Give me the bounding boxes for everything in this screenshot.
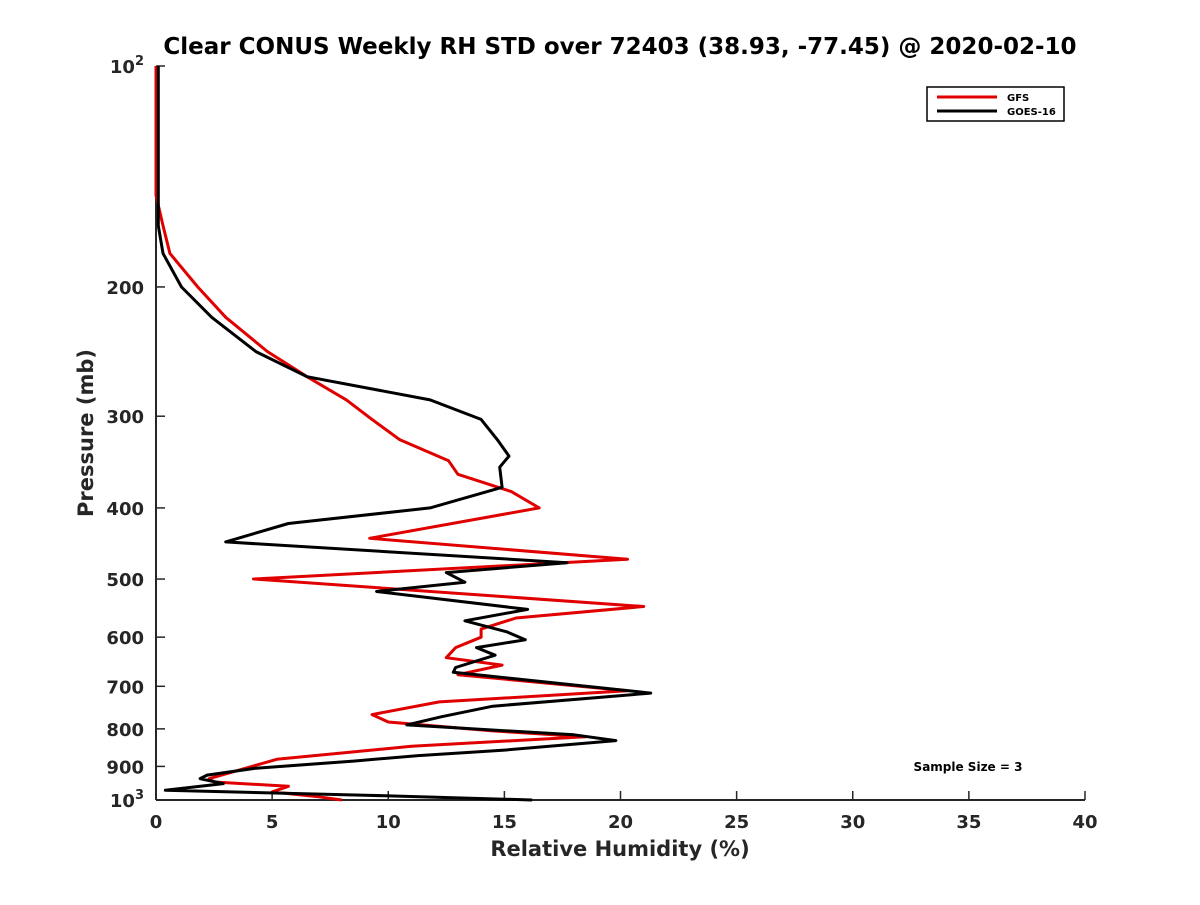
y-tick-label: 103: [110, 788, 144, 812]
y-tick-label: 500: [106, 570, 144, 591]
x-tick-label: 25: [724, 812, 749, 833]
x-tick-label: 20: [608, 812, 633, 833]
x-tick-label: 35: [956, 812, 981, 833]
y-tick-label: 200: [106, 278, 144, 299]
sample-size-annotation: Sample Size = 3: [914, 760, 1023, 774]
x-tick-label: 40: [1072, 812, 1097, 833]
chart-title: Clear CONUS Weekly RH STD over 72403 (38…: [163, 34, 1076, 60]
y-tick-label: 700: [106, 677, 144, 698]
axes: 0 5 10 15 20 25 30 35 40 102 200 300 400 500 600 700 800…: [106, 54, 1097, 833]
y-tick-label: 800: [106, 720, 144, 741]
y-tick-label: 300: [106, 407, 144, 428]
series-lines: [154, 66, 653, 802]
series-line-gfs: [154, 66, 646, 802]
x-tick-label: 0: [150, 812, 163, 833]
x-tick-label: 10: [376, 812, 401, 833]
x-axis-title: Relative Humidity (%): [490, 837, 749, 861]
y-axis-title: Pressure (mb): [74, 349, 98, 517]
y-tick-label: 600: [106, 628, 144, 649]
x-tick-label: 5: [266, 812, 279, 833]
legend-box: [926, 86, 1065, 122]
x-tick-label: 15: [492, 812, 517, 833]
y-tick-label: 900: [106, 757, 144, 778]
legend-label-goes-16: GOES-16: [1007, 107, 1056, 118]
legend-label-gfs: GFS: [1007, 93, 1029, 104]
series-line-goes-16: [156, 66, 653, 802]
legend: GFS GOES-16: [926, 86, 1065, 122]
y-tick-label: 400: [106, 499, 144, 520]
y-tick-label: 102: [110, 54, 144, 78]
x-tick-label: 30: [840, 812, 865, 833]
